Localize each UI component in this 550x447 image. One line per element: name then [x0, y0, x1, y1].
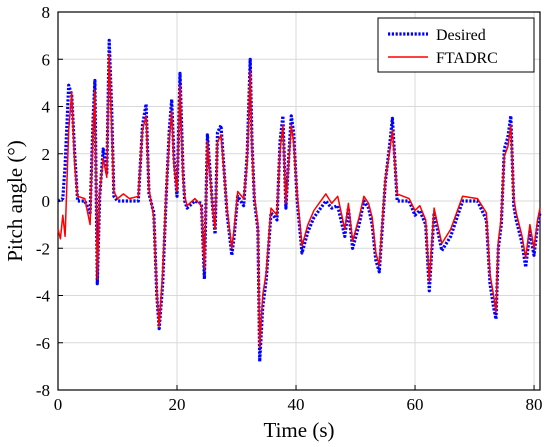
- x-axis-label: Time (s): [264, 418, 335, 442]
- y-axis-label: Pitch angle (°): [3, 140, 27, 262]
- y-tick-label: -4: [36, 287, 51, 306]
- x-tick-label: 60: [407, 395, 424, 414]
- y-tick-label: -2: [36, 239, 50, 258]
- x-tick-label: 40: [288, 395, 305, 414]
- y-tick-label: 2: [42, 145, 51, 164]
- y-tick-label: 6: [42, 50, 51, 69]
- series-layer: [57, 38, 542, 364]
- legend-box: [377, 17, 535, 73]
- y-tick-label: 4: [42, 98, 51, 117]
- legend-label-ftadrc: FTADRC: [436, 50, 498, 67]
- x-tick-label: 80: [526, 395, 543, 414]
- y-tick-label: -6: [36, 334, 50, 353]
- y-tick-label: 0: [42, 192, 51, 211]
- y-tick-label: -8: [36, 381, 50, 400]
- tick-layer: 0 20 40 60 80 -8 -6 -4 -2 0 2 4 6 8: [36, 3, 543, 414]
- legend: Desired FTADRC: [377, 17, 535, 73]
- x-tick-label: 0: [54, 395, 63, 414]
- series-line-ftadrc: [57, 53, 541, 349]
- y-tick-label: 8: [42, 3, 51, 22]
- x-tick-label: 20: [169, 395, 186, 414]
- legend-label-desired: Desired: [436, 27, 486, 44]
